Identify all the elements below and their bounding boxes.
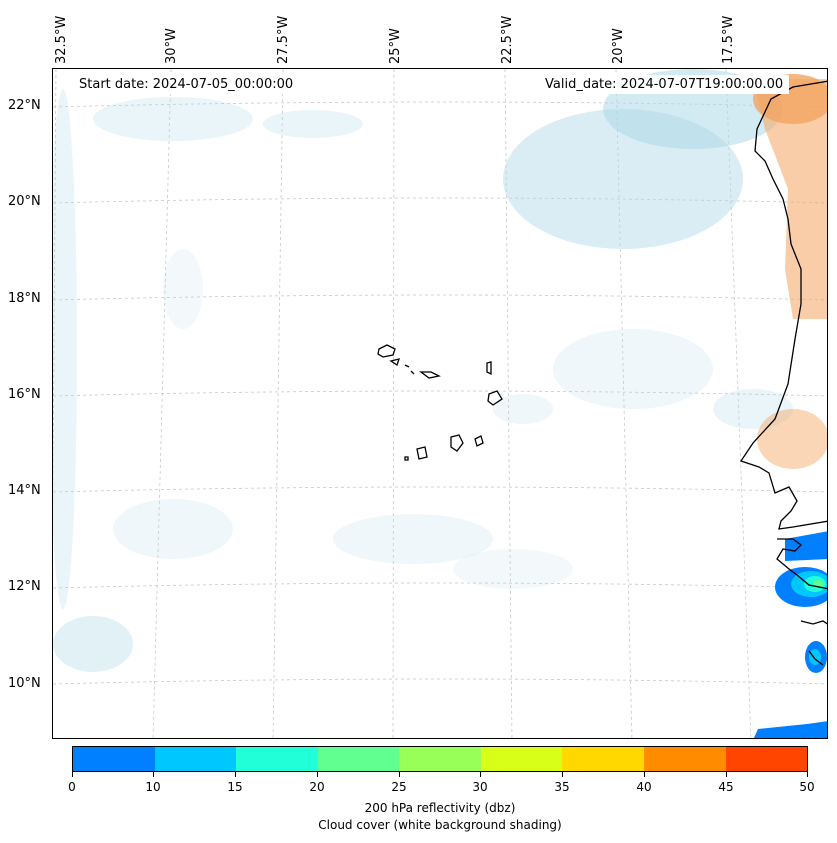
land-warm-shading: [753, 74, 827, 469]
colorbar-tick: [399, 772, 400, 777]
colorbar-tick-label: 35: [554, 780, 570, 794]
colorbar-tick: [153, 772, 154, 777]
colorbar-segment: [317, 747, 400, 771]
lon-label-17-5w: 17.5°W: [721, 15, 736, 64]
colorbar-tick: [72, 772, 73, 777]
start-date-label: Start date: 2024-07-05_00:00:00: [73, 75, 300, 94]
colorbar-tick-label: 10: [145, 780, 161, 794]
lat-label-10n: 10°N: [8, 676, 41, 691]
lat-label-12n: 12°N: [8, 579, 41, 594]
lat-label-14n: 14°N: [8, 483, 41, 498]
colorbar-segment: [725, 747, 808, 771]
colorbar-tick: [807, 772, 808, 777]
colorbar-segment: [236, 747, 318, 771]
colorbar-tick-label: 0: [68, 780, 76, 794]
lat-label-16n: 16°N: [8, 387, 41, 402]
lon-label-30w: 30°W: [164, 28, 179, 64]
map-panel: [52, 68, 828, 739]
colorbar-segment: [399, 747, 481, 771]
colorbar-segment: [73, 747, 155, 771]
colorbar-tick-label: 15: [227, 780, 243, 794]
colorbar-tick: [726, 772, 727, 777]
lat-label-20n: 20°N: [8, 194, 41, 209]
graticule: [53, 69, 827, 738]
colorbar-tick-label: 20: [309, 780, 325, 794]
lon-label-22-5w: 22.5°W: [500, 15, 515, 64]
colorbar-title: 200 hPa reflectivity (dbz): [364, 801, 516, 815]
colorbar-tick-label: 30: [472, 780, 488, 794]
lat-label-18n: 18°N: [8, 291, 41, 306]
lat-label-22n: 22°N: [8, 98, 41, 113]
colorbar-segment: [643, 747, 726, 771]
colorbar-subtitle: Cloud cover (white background shading): [318, 818, 562, 832]
lon-label-20w: 20°W: [611, 28, 626, 64]
lon-label-32-5w: 32.5°W: [54, 15, 69, 64]
colorbar-tick: [235, 772, 236, 777]
colorbar: [72, 746, 808, 772]
colorbar-tick: [480, 772, 481, 777]
colorbar-tick-label: 40: [636, 780, 652, 794]
coastline: [739, 80, 827, 666]
colorbar-tick: [562, 772, 563, 777]
reflectivity-cells: [753, 531, 827, 738]
colorbar-segment: [480, 747, 563, 771]
colorbar-tick: [644, 772, 645, 777]
lon-label-27-5w: 27.5°W: [276, 15, 291, 64]
colorbar-segment: [562, 747, 644, 771]
colorbar-tick: [317, 772, 318, 777]
colorbar-tick-label: 25: [391, 780, 407, 794]
colorbar-segment: [154, 747, 237, 771]
cloud-cover-shading: [53, 69, 793, 672]
map-canvas: [53, 69, 827, 738]
lon-label-25w: 25°W: [388, 28, 403, 64]
colorbar-tick-label: 50: [799, 780, 815, 794]
cape-verde-islands: [377, 344, 503, 461]
valid-date-label: Valid_date: 2024-07-07T19:00:00.00: [539, 75, 790, 94]
colorbar-tick-label: 45: [718, 780, 734, 794]
